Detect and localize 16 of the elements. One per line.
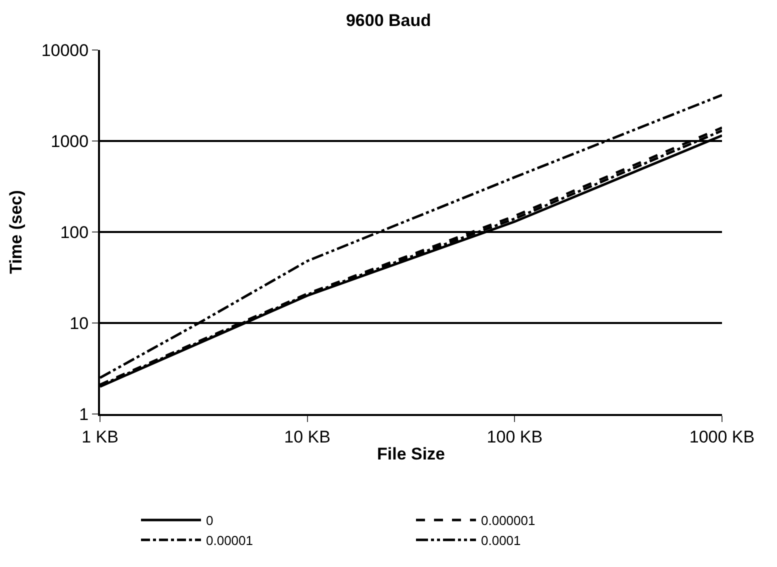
chart-title: 9600 Baud xyxy=(346,11,432,30)
x-tick-label: 1 KB xyxy=(82,427,118,446)
x-axis-title: File Size xyxy=(376,444,446,464)
legend-label: 0.00001 xyxy=(206,532,253,548)
y-tick-label: 10000 xyxy=(41,40,89,60)
legend-label: 0.0001 xyxy=(481,532,521,548)
x-tick-label: 100 KB xyxy=(486,427,543,446)
x-tick-label: 1000 KB xyxy=(689,427,755,446)
y-tick-label: 100 xyxy=(60,222,89,242)
y-tick-label: 10 xyxy=(70,314,89,333)
y-axis-title: Time (sec) xyxy=(6,190,26,274)
y-tick-label: 1000 xyxy=(50,132,89,151)
y-tick-label: 1 xyxy=(79,404,89,424)
x-tick-label: 10 KB xyxy=(284,427,330,446)
legend-label: 0 xyxy=(206,513,214,528)
legend-label: 0.000001 xyxy=(481,513,536,528)
